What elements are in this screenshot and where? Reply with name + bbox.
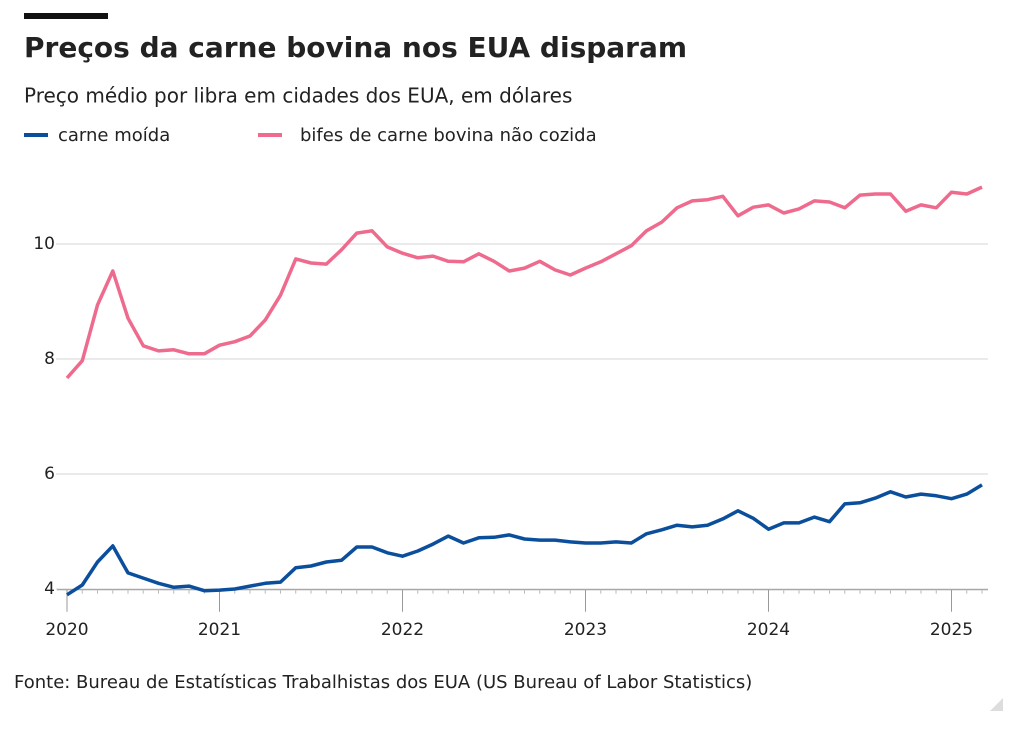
y-tick-label: 4 [44,579,55,599]
x-tick-label: 2022 [381,620,424,640]
legend-label: carne moída [58,125,170,146]
chart-title: Preços da carne bovina nos EUA disparam [24,31,687,64]
x-tick-label: 2021 [198,620,241,640]
line-series [65,185,983,380]
y-tick-label: 10 [33,234,55,254]
y-tick-label: 6 [44,464,55,484]
source: Fonte: Bureau de Estatísticas Trabalhist… [14,672,752,693]
x-tick-label: 2025 [930,620,973,640]
corner-mark [990,698,1003,711]
legend-label: bifes de carne bovina não cozida [300,125,597,146]
title-bar [24,13,108,19]
x-tick-label: 2023 [564,620,607,640]
x-tick-label: 2020 [45,620,88,640]
y-tick-label: 8 [44,349,55,369]
x-tick-label: 2024 [747,620,790,640]
line-series [66,483,983,597]
chart-subtitle: Preço médio por libra em cidades dos EUA… [24,84,572,108]
